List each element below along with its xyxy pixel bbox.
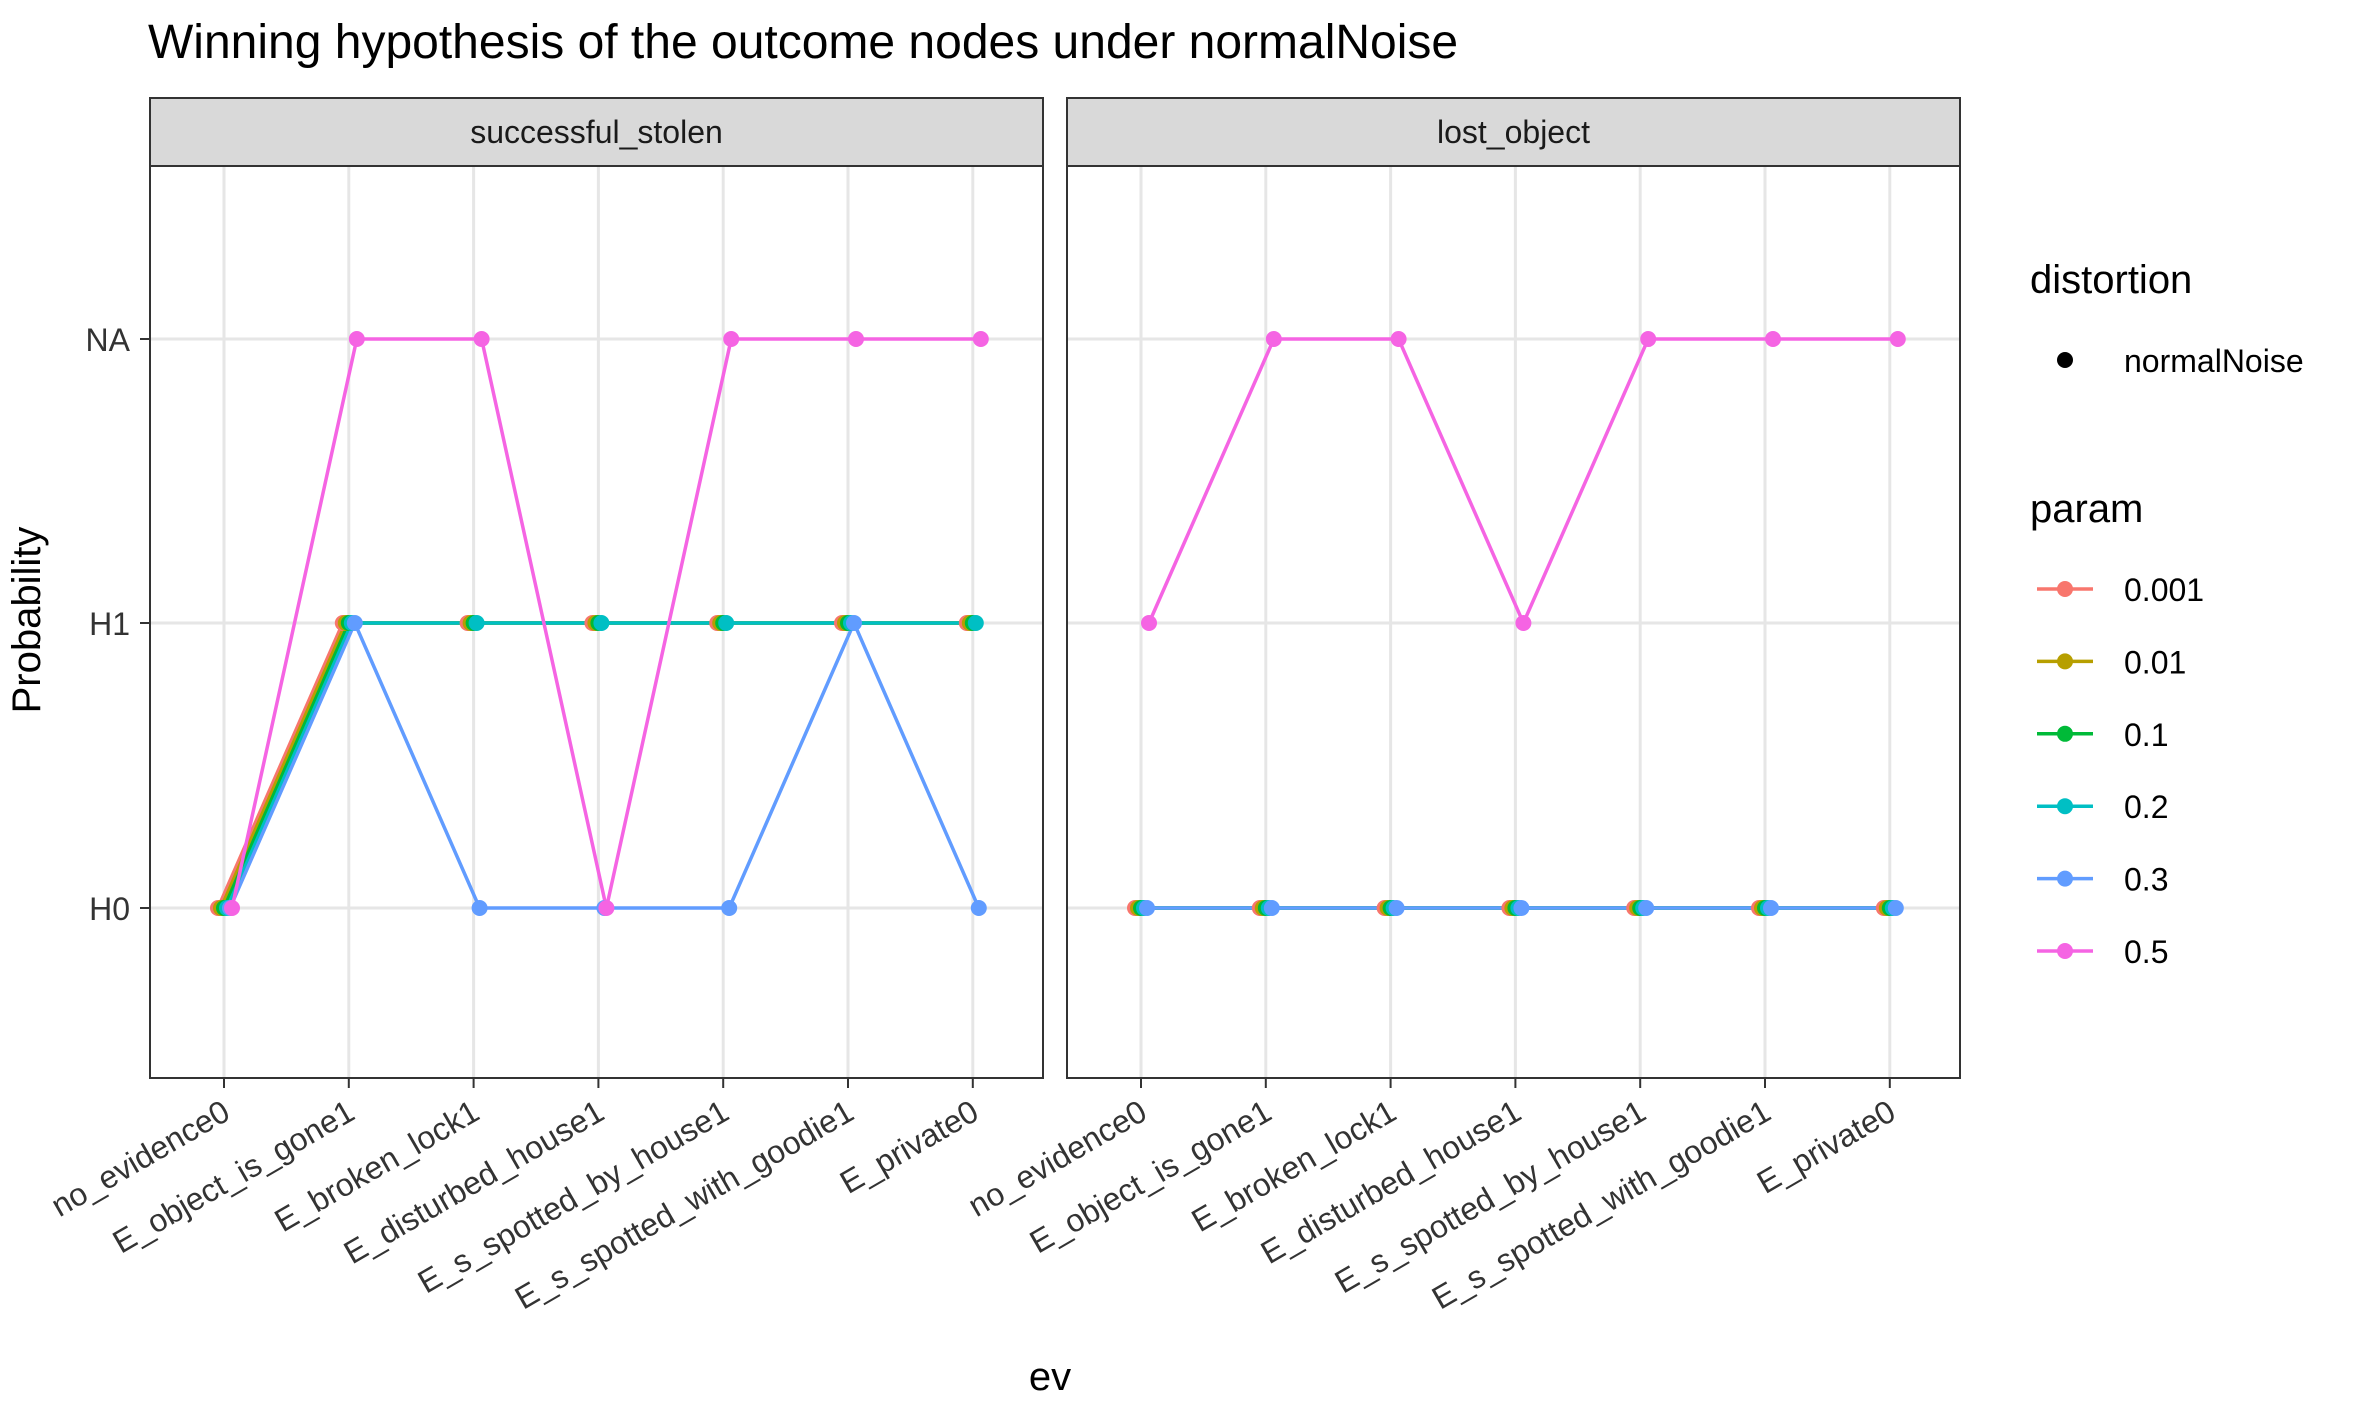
legend-param-label: 0.1	[2124, 717, 2168, 753]
data-point-0.3	[721, 900, 738, 916]
legend-distortion-key	[2057, 352, 2073, 368]
legend-param-point	[2057, 653, 2073, 670]
y-tick-label: H0	[89, 891, 130, 927]
legend-param-point	[2057, 725, 2073, 742]
legend-param-label: 0.3	[2124, 862, 2168, 898]
legend-distortion-title: distortion	[2030, 258, 2192, 302]
data-point-0.5	[1390, 331, 1407, 347]
legend-param-point	[2057, 870, 2073, 887]
data-point-0.3	[1638, 900, 1655, 916]
panels: H0 H1 NAsuccessful_stolenno_evidence0E_obj…	[45, 97, 1961, 1316]
panel-border	[149, 165, 1044, 1079]
legend-param-point	[2057, 798, 2073, 815]
data-point-0.2	[468, 615, 485, 631]
data-point-0.5	[1765, 331, 1781, 347]
y-tick-label: NA	[86, 322, 131, 358]
data-point-0.3	[1388, 900, 1405, 916]
legend-distortion-label: normalNoise	[2124, 343, 2304, 379]
data-point-0.5	[473, 331, 490, 347]
data-point-0.5	[348, 331, 365, 347]
x-axis-title: ev	[1029, 1355, 1071, 1399]
data-point-0.5	[1640, 331, 1657, 347]
panel-border	[1066, 165, 1961, 1079]
data-point-0.3	[1513, 900, 1530, 916]
legend-param-label: 0.001	[2124, 572, 2204, 608]
panel-lost_object: lost_objectno_evidence0E_object_is_gone1…	[962, 97, 1961, 1316]
data-point-0.5	[224, 900, 240, 916]
data-point-0.5	[972, 331, 989, 347]
x-tick-label: E_private0	[1751, 1093, 1901, 1201]
legend: distortion normalNoise param 0.001 0.01 0.1 0.…	[2030, 258, 2304, 970]
facet-strip	[1066, 97, 1961, 167]
data-point-0.3	[1263, 900, 1280, 916]
data-point-0.5	[848, 331, 864, 347]
legend-param-label: 0.01	[2124, 644, 2186, 680]
data-point-0.3	[1763, 900, 1779, 916]
data-point-0.5	[1515, 615, 1532, 631]
legend-param-title: param	[2030, 487, 2143, 531]
data-point-0.3	[1139, 900, 1155, 916]
chart-title: Winning hypothesis of the outcome nodes …	[148, 16, 1458, 69]
data-point-0.5	[1265, 331, 1282, 347]
data-point-0.2	[718, 615, 735, 631]
legend-param-point	[2057, 943, 2073, 959]
x-tick-label: E_private0	[834, 1093, 984, 1201]
data-point-0.5	[598, 900, 615, 916]
data-point-0.3	[970, 900, 987, 916]
data-point-0.2	[593, 615, 610, 631]
y-axis-title: Probability	[5, 527, 49, 714]
y-tick-label: H1	[89, 606, 130, 642]
data-point-0.3	[846, 615, 862, 631]
legend-param-label: 0.2	[2124, 789, 2168, 825]
data-point-0.2	[967, 615, 984, 631]
facet-strip-label: lost_object	[1437, 114, 1590, 150]
data-point-0.3	[1887, 900, 1904, 916]
data-point-0.5	[1141, 615, 1157, 631]
data-point-0.5	[723, 331, 740, 347]
data-point-0.3	[346, 615, 363, 631]
facet-strip	[149, 97, 1044, 167]
legend-param-label: 0.5	[2124, 934, 2168, 970]
legend-param-point	[2057, 581, 2073, 597]
data-point-0.5	[1889, 331, 1906, 347]
panel-successful_stolen: successful_stolenno_evidence0E_object_is…	[45, 97, 1044, 1316]
facet-strip-label: successful_stolen	[470, 114, 723, 150]
data-point-0.3	[471, 900, 488, 916]
